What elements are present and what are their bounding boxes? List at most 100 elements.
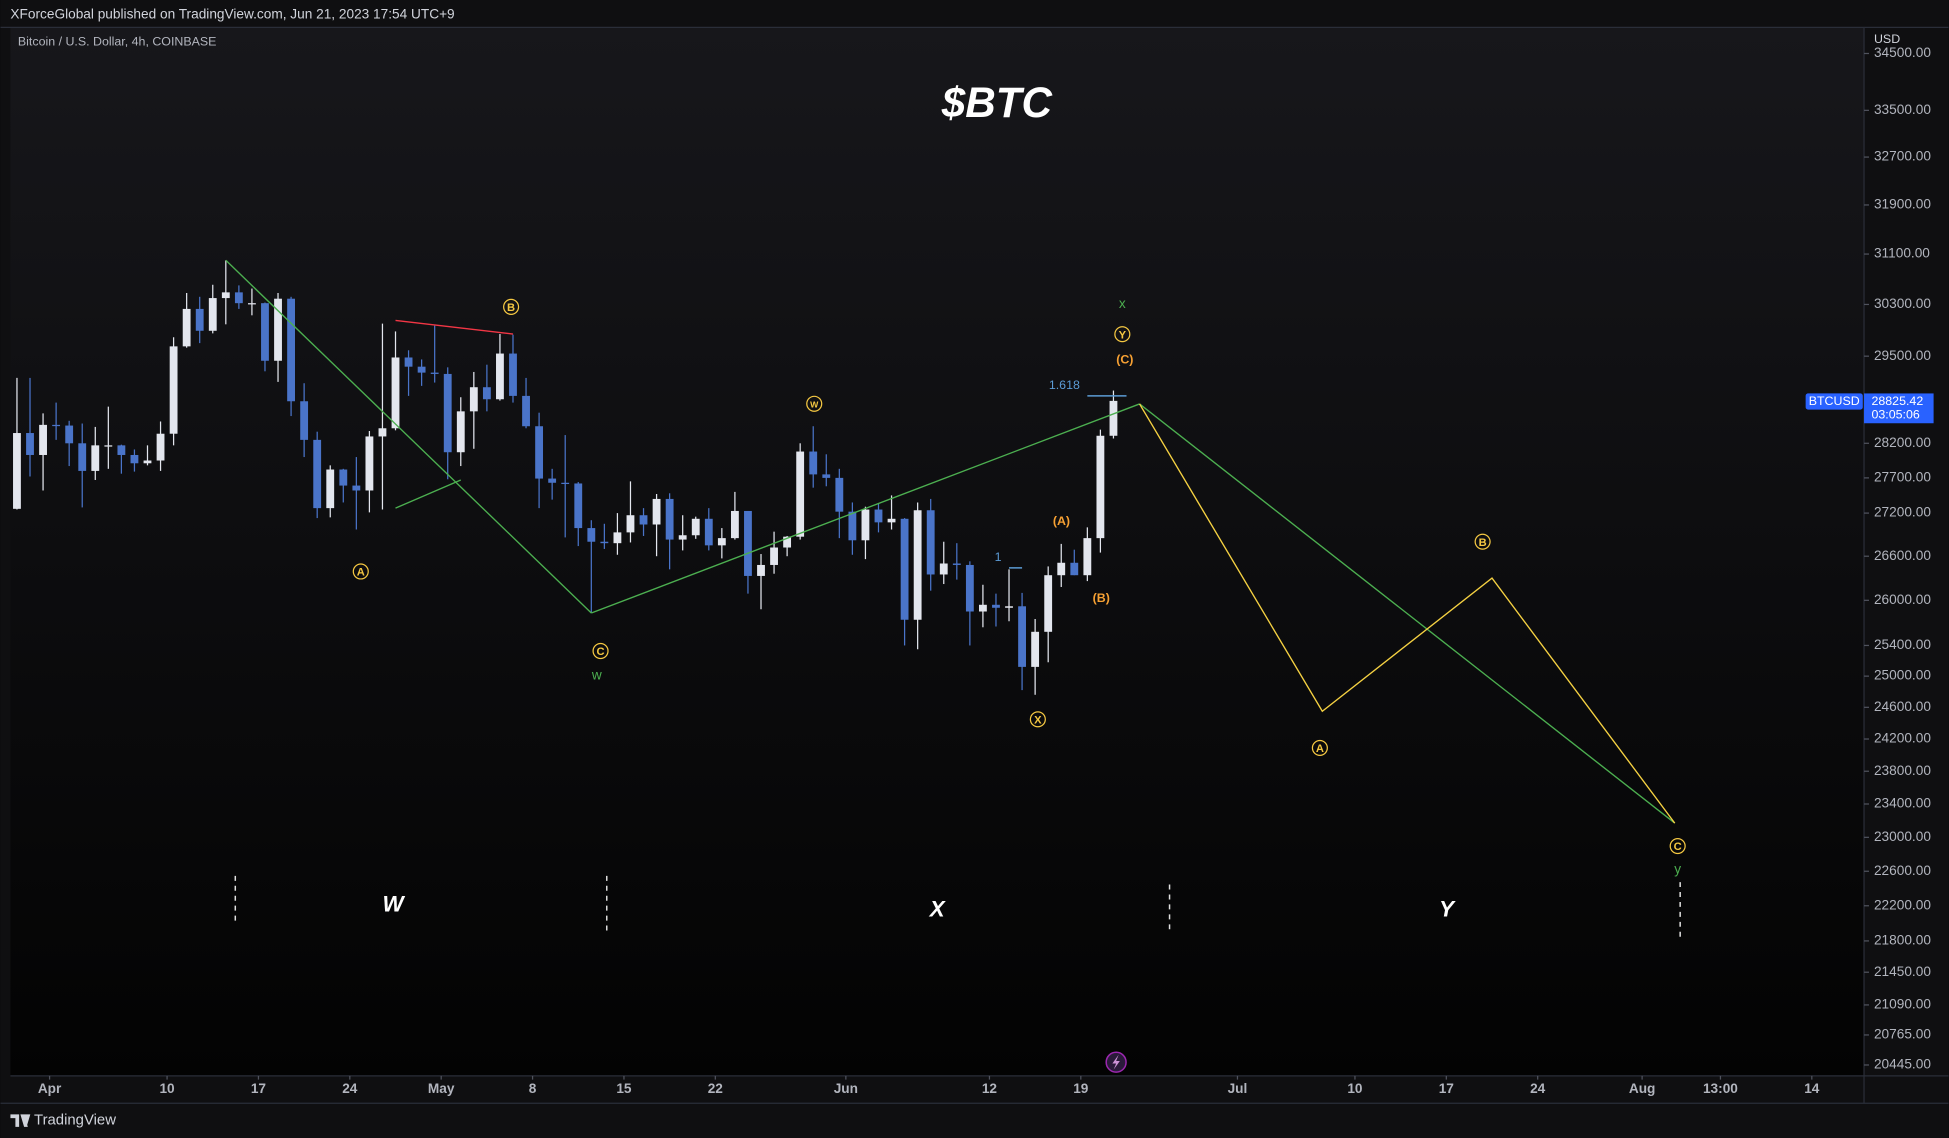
candle-body	[391, 357, 400, 429]
wave-circle	[592, 642, 609, 660]
candle-body	[757, 564, 765, 576]
y-tick-label: 27700.00	[1874, 469, 1931, 484]
candle-body	[365, 436, 374, 491]
candle-body	[221, 292, 230, 299]
trend-line	[225, 259, 592, 614]
candle-body	[274, 298, 282, 361]
event-icon[interactable]	[1105, 1051, 1127, 1073]
y-tick-label: 21090.00	[1874, 997, 1931, 1012]
candle-body	[952, 563, 961, 565]
candle-body	[1005, 606, 1013, 608]
wave-label: B	[507, 302, 515, 314]
y-tick-label: 30300.00	[1874, 296, 1931, 311]
x-tick-label: 13:00	[1703, 1081, 1738, 1096]
candle-body	[300, 401, 309, 440]
y-tick-label: 31900.00	[1874, 197, 1931, 212]
candle-body	[509, 353, 517, 396]
y-tick-label: 21450.00	[1874, 964, 1931, 979]
wave-label: w	[591, 667, 602, 682]
y-tick-label: 28200.00	[1874, 435, 1931, 450]
candle-body	[248, 303, 256, 305]
candle-body	[1109, 400, 1118, 436]
wave-circle	[1114, 326, 1131, 343]
candle-body	[195, 308, 204, 331]
x-tick-label: 17	[1439, 1081, 1454, 1096]
candle-body	[496, 353, 504, 400]
y-tick-label: 20765.00	[1874, 1027, 1931, 1042]
x-tick-label: Jun	[834, 1081, 858, 1096]
wave-circle	[1029, 711, 1046, 728]
last-price: 28825.42	[1871, 394, 1923, 408]
candle-body	[848, 511, 857, 541]
wave-label: Y	[1119, 329, 1127, 341]
candle-body	[639, 515, 648, 525]
wave-label: X	[928, 897, 947, 922]
candle-body	[52, 424, 61, 427]
candle-body	[600, 541, 609, 544]
candle-body	[691, 518, 700, 536]
candle-body	[965, 564, 974, 612]
candle-body	[261, 303, 269, 361]
candle-body	[91, 445, 100, 471]
y-tick-label: 26600.00	[1874, 548, 1931, 563]
candle-body	[783, 536, 792, 548]
candle-body	[626, 515, 635, 533]
x-tick-label: 17	[251, 1081, 266, 1096]
wave-label: Y	[1439, 897, 1456, 922]
candle-body	[1096, 435, 1105, 539]
wave-label: C	[1674, 841, 1682, 853]
candle-body	[992, 604, 1000, 608]
candle-body	[822, 474, 831, 478]
candle-body	[926, 510, 935, 575]
wave-label: (B)	[1093, 591, 1110, 605]
currency-label: USD	[1874, 32, 1900, 46]
wave-label: (A)	[1053, 514, 1070, 528]
x-tick-label: Apr	[38, 1081, 62, 1096]
candle-body	[130, 454, 139, 464]
x-tick-label: May	[428, 1081, 455, 1096]
candle-body	[1018, 606, 1026, 667]
wave-circle	[1311, 739, 1328, 756]
candle-body	[208, 298, 217, 331]
candle-body	[404, 357, 413, 367]
x-tick-label: 19	[1073, 1081, 1089, 1096]
candle-body	[979, 604, 987, 612]
trend-line	[1138, 403, 1676, 824]
wave-label: (C)	[1116, 353, 1133, 367]
candle-body	[939, 563, 948, 575]
candle-body	[809, 451, 818, 475]
candle-body	[874, 509, 883, 523]
chart-title: $BTC	[941, 79, 1053, 126]
candle-body	[1044, 575, 1053, 632]
candle-body	[39, 424, 47, 455]
candle-body	[613, 532, 622, 544]
wave-circle	[352, 563, 369, 580]
logo-mark	[10, 1114, 31, 1127]
candle-body	[104, 445, 113, 447]
candle-body	[717, 538, 726, 546]
last-price-tag	[1864, 393, 1934, 424]
wave-label: A	[357, 567, 365, 579]
wave-label: W	[383, 892, 406, 917]
symbol-description: Bitcoin / U.S. Dollar, 4h, COINBASE	[18, 35, 217, 49]
y-tick-label: 23000.00	[1874, 829, 1931, 844]
candle-body	[143, 460, 152, 464]
y-tick-label: 31100.00	[1874, 246, 1930, 261]
candle-body	[182, 308, 191, 347]
candle-body	[744, 510, 752, 576]
y-tick-label: 27200.00	[1874, 505, 1931, 520]
candle-body	[26, 433, 34, 455]
y-tick-label: 20445.00	[1874, 1057, 1931, 1072]
y-tick-label: 26000.00	[1874, 592, 1931, 607]
wave-label: W	[810, 399, 819, 409]
candle-body	[1083, 538, 1092, 576]
candle-body	[835, 477, 844, 512]
candle-body	[352, 485, 361, 491]
y-tick-label: 22200.00	[1874, 897, 1931, 912]
wave-circle	[1669, 837, 1686, 855]
candle-body	[1057, 562, 1066, 576]
candle-body	[339, 469, 348, 486]
trend-line	[395, 319, 514, 335]
candle-body	[1031, 631, 1040, 667]
